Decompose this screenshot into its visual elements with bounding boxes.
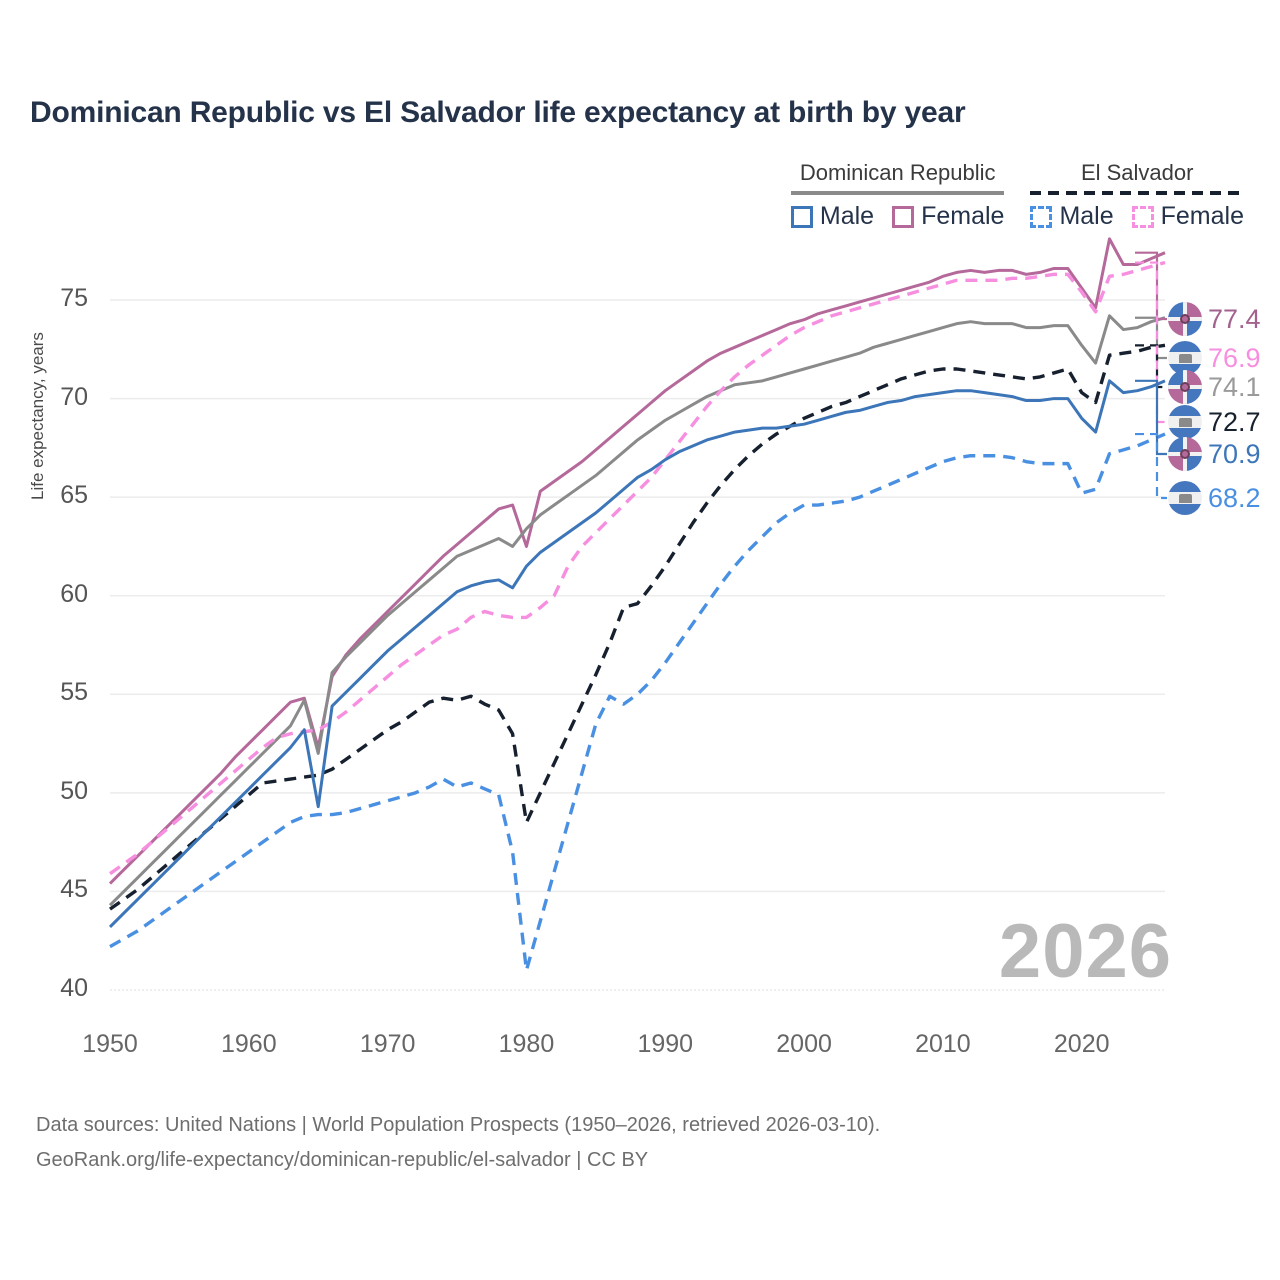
- y-axis-tick-label: 65: [60, 481, 88, 510]
- legend-group-title: Dominican Republic: [799, 160, 996, 185]
- year-watermark: 2026: [998, 909, 1172, 994]
- x-axis-tick-label: 1970: [359, 1030, 416, 1058]
- y-axis-tick-label: 70: [60, 382, 88, 411]
- series-end-label: 68.2: [1168, 481, 1261, 515]
- series-end-value: 68.2: [1208, 482, 1261, 513]
- series-end-value: 72.7: [1208, 406, 1261, 437]
- x-axis-tick-label: 1960: [221, 1030, 277, 1058]
- series-end-label: 76.9: [1168, 341, 1261, 375]
- legend-swatch-icon: [790, 205, 813, 228]
- end-label-leader-line: [1135, 261, 1167, 424]
- series-line: [108, 237, 1166, 885]
- series-end-label: 74.1: [1168, 370, 1261, 404]
- end-label-leader-line: [1135, 432, 1167, 500]
- x-axis-tick-label: 2020: [1053, 1030, 1110, 1058]
- dominican-republic-flag-icon: [1168, 302, 1202, 336]
- el-salvador-flag-icon: [1168, 481, 1202, 515]
- y-axis-tick-label: 55: [60, 678, 88, 707]
- legend-item-dr-male[interactable]: Male: [790, 202, 875, 231]
- dominican-republic-flag-icon: [1168, 370, 1202, 404]
- legend-item-label: Female: [1160, 202, 1244, 230]
- series-line: [109, 343, 1166, 911]
- series-line: [108, 314, 1166, 907]
- series-end-label: 72.7: [1168, 405, 1261, 439]
- footer-line-url: GeoRank.org/life-expectancy/dominican-re…: [36, 1149, 649, 1171]
- y-axis-tick-label: 75: [60, 284, 88, 312]
- y-axis-tick-label: 45: [60, 875, 88, 904]
- x-axis-tick-label: 2010: [915, 1030, 971, 1058]
- series-end-label: 70.9: [1168, 437, 1261, 471]
- page-title: Dominican Republic vs El Salvador life e…: [30, 96, 966, 129]
- x-axis-tick-label: 1950: [82, 1030, 138, 1058]
- x-axis-tick-label: 1980: [498, 1030, 555, 1058]
- y-axis-tick-label: 50: [60, 776, 88, 805]
- chart-legend: Dominican Republic Male Female El Salvad…: [790, 160, 1244, 231]
- legend-swatch-icon: [892, 205, 915, 228]
- series-line: [109, 260, 1166, 876]
- y-axis-title: Life expectancy, years: [28, 332, 47, 500]
- footer-line-sources: Data sources: United Nations | World Pop…: [36, 1114, 881, 1136]
- series-end-value: 76.9: [1208, 342, 1261, 373]
- legend-group-el-salvador: El Salvador Male Female: [1030, 160, 1244, 231]
- y-axis-tick-label: 40: [60, 974, 88, 1002]
- series-end-value: 74.1: [1208, 371, 1261, 402]
- el-salvador-flag-icon: [1168, 341, 1202, 375]
- series-line: [109, 432, 1166, 972]
- legend-item-label: Male: [819, 202, 875, 230]
- end-label-leader-line: [1135, 379, 1167, 456]
- series-end-label: 77.4: [1168, 302, 1261, 336]
- x-axis-tick-label: 2000: [776, 1030, 832, 1058]
- legend-rule-solid: [790, 191, 1005, 195]
- series-line: [108, 379, 1166, 928]
- dominican-republic-flag-icon: [1168, 437, 1202, 471]
- x-axis-tick-label: 1990: [637, 1030, 694, 1058]
- end-label-leader-line: [1135, 344, 1167, 389]
- legend-group-dominican-republic: Dominican Republic Male Female: [790, 160, 1005, 231]
- series-end-value: 77.4: [1208, 303, 1261, 334]
- legend-swatch-icon: [1030, 205, 1053, 228]
- y-axis-tick-label: 60: [60, 579, 88, 608]
- legend-item-label: Female: [921, 202, 1005, 230]
- legend-swatch-icon: [1131, 205, 1154, 228]
- legend-item-es-female[interactable]: Female: [1131, 202, 1244, 231]
- series-end-value: 70.9: [1208, 438, 1261, 469]
- legend-item-label: Male: [1059, 202, 1114, 230]
- footer-attribution: Data sources: United Nations | World Pop…: [36, 1108, 880, 1178]
- legend-item-es-male[interactable]: Male: [1030, 202, 1114, 231]
- legend-item-dr-female[interactable]: Female: [892, 202, 1004, 231]
- legend-group-title: El Salvador: [1080, 160, 1194, 185]
- el-salvador-flag-icon: [1168, 405, 1202, 439]
- legend-rule-dashed: [1030, 191, 1244, 195]
